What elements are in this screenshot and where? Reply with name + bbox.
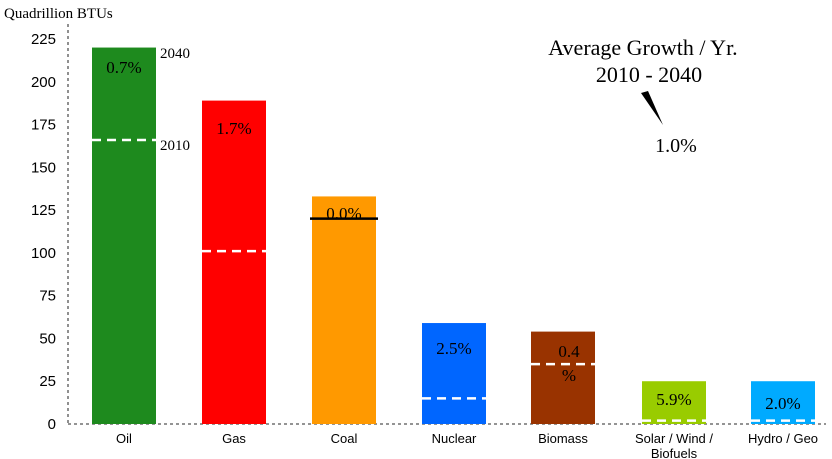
growth-label: 5.9% — [656, 390, 691, 409]
growth-label: 2.0% — [765, 394, 800, 413]
y-tick-label: 50 — [39, 330, 56, 347]
growth-label: 2.5% — [436, 339, 471, 358]
growth-label: 0.0% — [326, 204, 361, 223]
bar — [531, 331, 595, 424]
bar — [751, 381, 815, 424]
series-label-2040: 2040 — [160, 46, 190, 62]
category-label: Coal — [331, 431, 358, 446]
bar — [92, 47, 156, 425]
y-tick-label: 150 — [31, 159, 56, 176]
growth-label: 0.7% — [106, 58, 141, 77]
y-tick-label: 125 — [31, 202, 56, 219]
y-axis-label: Quadrillion BTUs — [4, 6, 113, 22]
category-label: Nuclear — [432, 431, 477, 446]
category-label: Solar / Wind / — [635, 431, 713, 446]
growth-label: 0.4 — [558, 342, 580, 361]
bar — [642, 381, 706, 424]
category-label: Oil — [116, 431, 132, 446]
annotation-pointer — [641, 91, 663, 125]
bar — [422, 323, 486, 424]
growth-label: % — [562, 366, 576, 385]
y-tick-label: 25 — [39, 373, 56, 390]
y-tick-label: 225 — [31, 31, 56, 48]
annotation-value: 1.0% — [655, 135, 697, 157]
y-tick-label: 100 — [31, 245, 56, 262]
annotation-title: Average Growth / Yr. — [548, 35, 737, 60]
y-tick-label: 200 — [31, 74, 56, 91]
category-label: Hydro / Geo — [748, 431, 818, 446]
annotation-range: 2010 - 2040 — [596, 62, 702, 87]
category-label: Gas — [222, 431, 246, 446]
y-tick-label: 75 — [39, 288, 56, 305]
growth-label: 1.7% — [216, 119, 251, 138]
bar — [202, 100, 266, 424]
category-label: Biofuels — [651, 446, 698, 459]
series-label-2010: 2010 — [160, 138, 190, 154]
y-tick-label: 175 — [31, 117, 56, 134]
y-tick-label: 0 — [48, 416, 56, 433]
bar — [312, 196, 376, 424]
category-label: Biomass — [538, 431, 588, 446]
